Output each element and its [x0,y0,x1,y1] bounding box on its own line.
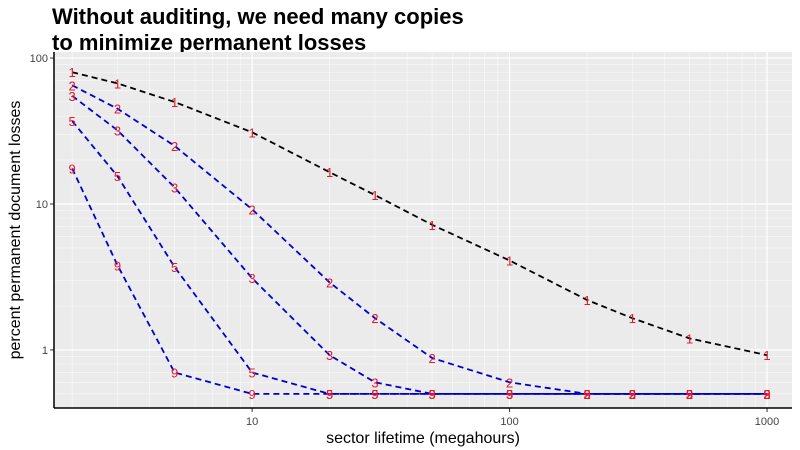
point-label-1: 1 [506,253,513,268]
point-label-5: 5 [428,387,435,402]
point-label-3: 3 [629,387,636,402]
grid-lines [54,52,792,408]
point-label-3: 3 [428,387,435,402]
point-label-5: 5 [583,387,590,402]
x-axis-title: sector lifetime (megahours) [326,430,520,447]
plot-panel [54,52,792,408]
point-label-5: 5 [506,387,513,402]
point-label-1: 1 [629,311,636,326]
point-label-9: 9 [428,387,435,402]
y-axis-title: percent permanent document losses [7,101,24,360]
point-label-2: 2 [171,139,178,154]
point-label-2: 2 [69,78,76,93]
point-label-9: 9 [326,387,333,402]
point-label-5: 5 [171,260,178,275]
point-label-1: 1 [114,76,121,91]
point-label-5: 5 [249,366,256,381]
point-label-1: 1 [69,65,76,80]
point-label-2: 2 [371,311,378,326]
point-label-9: 9 [249,387,256,402]
point-label-5: 5 [69,114,76,129]
point-label-1: 1 [326,165,333,180]
series-line-3 [71,95,767,395]
point-label-2: 2 [629,387,636,402]
point-label-1: 1 [171,95,178,110]
point-label-2: 2 [583,387,590,402]
point-label-9: 9 [506,387,513,402]
point-label-2: 2 [686,387,693,402]
point-label-3: 3 [69,89,76,104]
point-label-2: 2 [428,351,435,366]
point-label-3: 3 [114,123,121,138]
point-label-1: 1 [686,331,693,346]
series-line-1 [71,71,768,357]
point-label-1: 1 [583,293,590,308]
point-label-5: 5 [371,387,378,402]
point-label-5: 5 [686,387,693,402]
point-label-3: 3 [371,375,378,390]
point-label-9: 9 [763,387,770,402]
point-label-2: 2 [506,375,513,390]
point-label-1: 1 [428,218,435,233]
y-tick-label: 10 [36,199,48,211]
y-tick-label: 100 [30,53,48,65]
point-label-2: 2 [326,275,333,290]
x-tick-label: 100 [500,416,518,428]
point-label-2: 2 [249,202,256,217]
point-label-2: 2 [763,387,770,402]
x-tick-label: 1000 [755,416,779,428]
point-label-1: 1 [763,348,770,363]
chart-title: Without auditing, we need many copies to… [52,4,464,56]
chart-title-line-2: to minimize permanent losses [52,30,367,55]
point-label-3: 3 [583,387,590,402]
point-label-9: 9 [114,258,121,273]
point-label-9: 9 [686,387,693,402]
point-label-1: 1 [249,125,256,140]
point-label-3: 3 [506,387,513,402]
point-label-3: 3 [171,180,178,195]
y-tick-label: 1 [42,345,48,357]
axis-ticks: 10 100 1000 1 10 100 [30,52,792,428]
point-label-5: 5 [763,387,770,402]
point-label-9: 9 [171,366,178,381]
point-label-5: 5 [114,169,121,184]
point-label-9: 9 [583,387,590,402]
point-label-3: 3 [326,348,333,363]
point-label-1: 1 [371,188,378,203]
chart-title-line-1: Without auditing, we need many copies [52,4,464,29]
point-label-3: 3 [249,271,256,286]
point-label-5: 5 [629,387,636,402]
series-lines [71,71,768,395]
point-label-3: 3 [686,387,693,402]
point-label-9: 9 [371,387,378,402]
series-line-9 [71,168,767,395]
point-label-5: 5 [326,387,333,402]
point-label-3: 3 [763,387,770,402]
point-label-9: 9 [69,162,76,177]
x-tick-label: 10 [246,416,258,428]
point-label-2: 2 [114,102,121,117]
point-label-9: 9 [629,387,636,402]
